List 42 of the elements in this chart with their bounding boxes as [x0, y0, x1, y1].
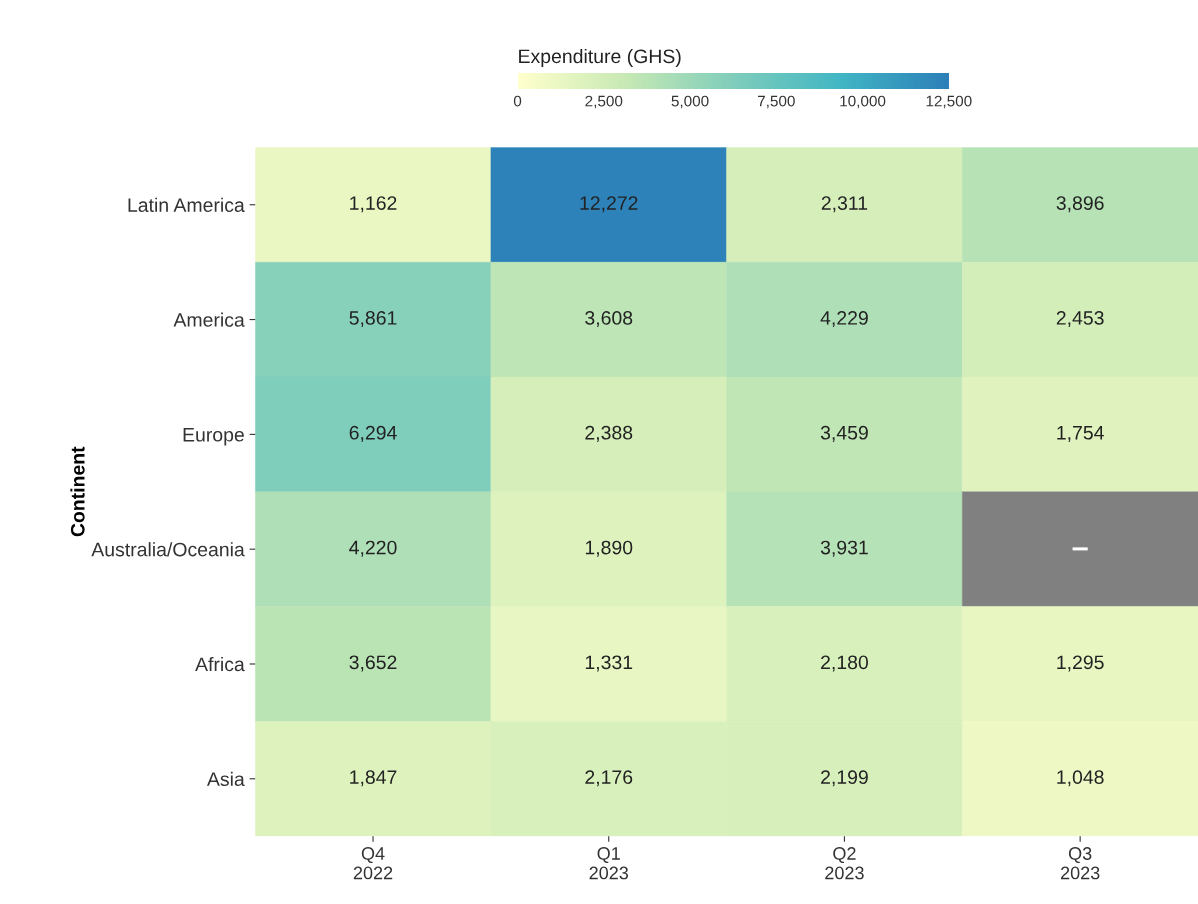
data-label: 5,861: [349, 311, 397, 328]
color-bar-label: 5,000: [671, 95, 709, 109]
text: –: [1072, 547, 1088, 551]
data-label: 4,229: [820, 311, 868, 328]
data-label: 1,048: [1057, 770, 1104, 787]
data-label: 1,331: [585, 655, 633, 672]
data-label: 2,199: [821, 770, 868, 787]
data-label: 2,311: [821, 196, 868, 213]
data-label: 2,453: [1056, 311, 1104, 328]
x-tick-label: Q2 2023: [825, 847, 864, 880]
color-bar-label: 2,500: [585, 95, 623, 109]
y-tick-label: America: [173, 312, 245, 327]
color-bar-label: 10,000: [840, 95, 886, 109]
color-bar-label: 7,500: [757, 95, 795, 109]
data-label: 1,162: [350, 196, 397, 213]
data-label: 1,754: [1057, 426, 1104, 442]
color-bar-label: 12,500: [926, 95, 972, 109]
color-bar-label: 0: [513, 95, 522, 107]
data-label: 6,294: [349, 425, 397, 442]
x-tick-label: Q4 2022: [353, 847, 393, 880]
data-label: 1,295: [1057, 655, 1104, 672]
data-label: 2,180: [821, 655, 869, 672]
y-tick-label: Latin America: [128, 197, 245, 212]
x-tick-label: Q1 2023: [589, 847, 629, 880]
data-label: 4,220: [349, 540, 397, 557]
data-label: 2,388: [585, 425, 633, 442]
y-tick-label: Europe: [183, 428, 244, 446]
data-label: 3,896: [1056, 196, 1104, 213]
x-tick-label: Q3 2023: [1060, 847, 1100, 880]
data-label: 3,459: [820, 425, 868, 442]
data-label: 3,608: [585, 311, 633, 328]
data-label: 12,272: [580, 196, 638, 213]
y-tick-label: Asia: [206, 771, 245, 787]
data-label: 3,652: [349, 655, 397, 672]
data-label: 3,931: [820, 540, 868, 557]
data-label: 1,890: [585, 540, 633, 557]
y-tick-label: Australia/Oceania: [91, 542, 245, 557]
y-tick-label: Africa: [195, 656, 245, 672]
data-label: 1,847: [350, 770, 397, 787]
color-bar-title: Expenditure (GHS): [519, 48, 681, 68]
y-axis-title: Continent: [70, 446, 85, 537]
data-label: 2,176: [585, 770, 633, 787]
